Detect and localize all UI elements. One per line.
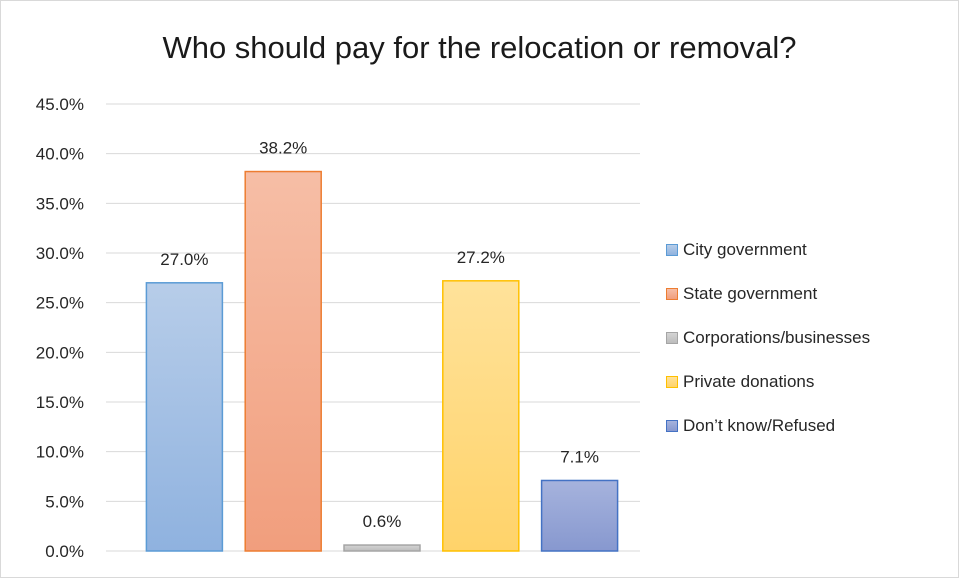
chart-title: Who should pay for the relocation or rem… bbox=[162, 30, 797, 65]
bar-2 bbox=[343, 544, 421, 552]
bar-4 bbox=[540, 479, 619, 552]
legend: City government State government Corporati… bbox=[666, 228, 870, 448]
legend-label: Don’t know/Refused bbox=[683, 416, 836, 435]
legend-item: Private donations bbox=[666, 360, 870, 404]
y-tick-label: 20.0% bbox=[36, 343, 84, 362]
legend-label: Corporations/businesses bbox=[683, 328, 871, 347]
y-tick-label: 40.0% bbox=[36, 145, 84, 164]
y-tick-label: 45.0% bbox=[36, 95, 84, 114]
y-tick-label: 25.0% bbox=[36, 294, 84, 313]
data-label: 0.6% bbox=[363, 512, 402, 531]
legend-swatch bbox=[666, 244, 678, 256]
y-tick-label: 30.0% bbox=[36, 244, 84, 263]
legend-item: Don’t know/Refused bbox=[666, 404, 870, 448]
y-tick-label: 0.0% bbox=[45, 542, 84, 561]
data-label: 7.1% bbox=[560, 447, 599, 466]
y-tick-label: 15.0% bbox=[36, 393, 84, 412]
data-label: 38.2% bbox=[259, 139, 307, 158]
data-label: 27.2% bbox=[457, 248, 505, 267]
bar-3 bbox=[442, 280, 520, 552]
y-tick-label: 5.0% bbox=[45, 492, 84, 511]
data-label: 27.0% bbox=[160, 250, 208, 269]
y-tick-label: 35.0% bbox=[36, 194, 84, 213]
legend-swatch bbox=[666, 420, 678, 432]
legend-item: State government bbox=[666, 272, 870, 316]
bar-1 bbox=[244, 170, 322, 552]
legend-item: Corporations/businesses bbox=[666, 316, 870, 360]
legend-swatch bbox=[666, 288, 678, 300]
legend-label: State government bbox=[683, 284, 818, 303]
legend-swatch bbox=[666, 376, 678, 388]
legend-swatch bbox=[666, 332, 678, 344]
legend-item: City government bbox=[666, 228, 870, 272]
legend-label: City government bbox=[683, 240, 807, 259]
legend-label: Private donations bbox=[683, 372, 815, 391]
bar-0 bbox=[145, 282, 224, 552]
y-tick-label: 10.0% bbox=[36, 443, 84, 462]
